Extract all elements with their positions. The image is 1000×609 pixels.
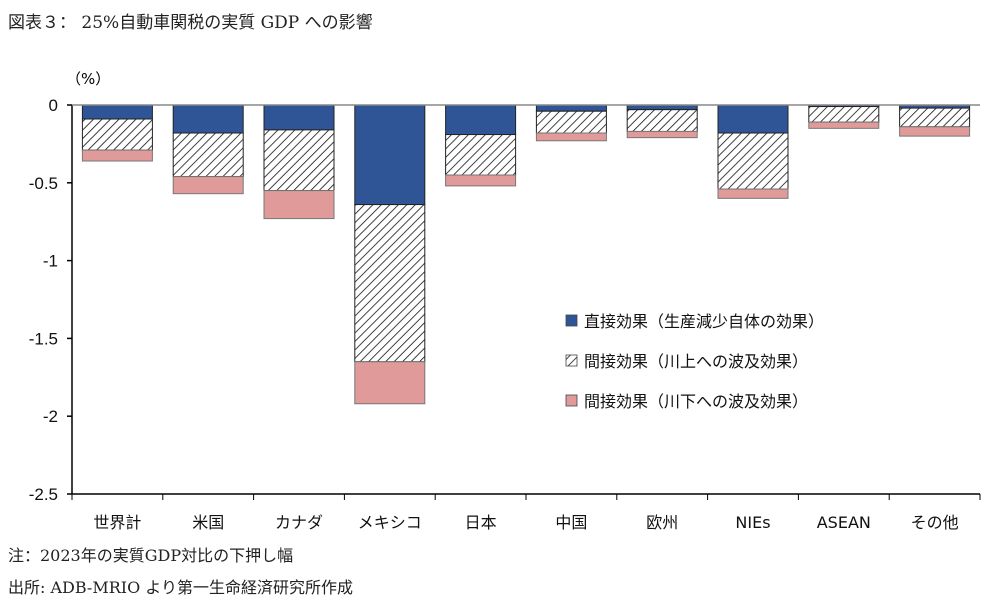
category-label: その他 <box>911 513 959 532</box>
bar-segment <box>172 132 244 178</box>
legend-swatch <box>565 394 578 407</box>
legend-swatch <box>565 354 578 367</box>
bar-segment <box>354 104 426 206</box>
figure-title: 図表３： 25%自動車関税の実質 GDP への影響 <box>8 13 373 33</box>
bar-segment <box>535 132 607 142</box>
bar-segment <box>808 106 880 123</box>
legend-label: 間接効果（川上への波及効果） <box>584 352 808 371</box>
bar-segment <box>81 118 153 151</box>
bar-segment <box>535 104 607 112</box>
bar-segment <box>354 361 426 405</box>
bar-segment <box>81 104 153 120</box>
bar-segment <box>535 110 607 134</box>
bar-segment <box>445 134 517 176</box>
bar-segment <box>354 204 426 363</box>
y-tick-label: -2.5 <box>29 485 58 504</box>
bar-segment <box>717 104 789 134</box>
legend-label: 間接効果（川下への波及効果） <box>584 392 808 411</box>
y-tick-label: -1 <box>43 252 58 271</box>
bar-segment <box>445 174 517 187</box>
bar-segment <box>899 126 971 137</box>
category-label: カナダ <box>275 513 323 532</box>
bar-segment <box>445 104 517 136</box>
category-label: 米国 <box>192 513 224 532</box>
bar-segment <box>263 104 335 131</box>
category-label: 中国 <box>555 513 587 532</box>
bar-segment <box>263 129 335 192</box>
category-label: ASEAN <box>817 513 871 532</box>
category-label: 世界計 <box>93 513 141 532</box>
bar-segment <box>172 104 244 134</box>
bar-segment <box>172 176 244 195</box>
bar-segment <box>626 109 698 132</box>
bar-segment <box>899 107 971 128</box>
source-note: 出所: ADB-MRIO より第一生命経済研究所作成 <box>8 578 353 597</box>
y-tick-label: -0.5 <box>29 174 58 193</box>
y-tick-label: 0 <box>49 96 58 115</box>
y-tick-label: -2 <box>43 407 58 426</box>
category-label: 日本 <box>465 513 497 532</box>
bar-segment <box>626 130 698 139</box>
legend-label: 直接効果（生産減少自体の効果） <box>584 312 824 331</box>
footnote: 注：2023年の実質GDP対比の下押し幅 <box>8 546 294 565</box>
category-label: NIEs <box>735 513 770 532</box>
category-label: メキシコ <box>358 513 422 532</box>
legend-swatch <box>565 314 578 327</box>
bar-segment <box>263 190 335 220</box>
bar-segment <box>717 132 789 190</box>
unit-label: （%） <box>66 70 111 88</box>
legend: 直接効果（生産減少自体の効果） 間接効果（川上への波及効果） 間接効果（川下への波及… <box>565 312 824 411</box>
y-tick-label: -1.5 <box>29 329 58 348</box>
category-label: 欧州 <box>646 513 678 532</box>
bar-segment <box>81 149 153 162</box>
bar-segment <box>808 121 880 129</box>
bar-segment <box>717 188 789 199</box>
